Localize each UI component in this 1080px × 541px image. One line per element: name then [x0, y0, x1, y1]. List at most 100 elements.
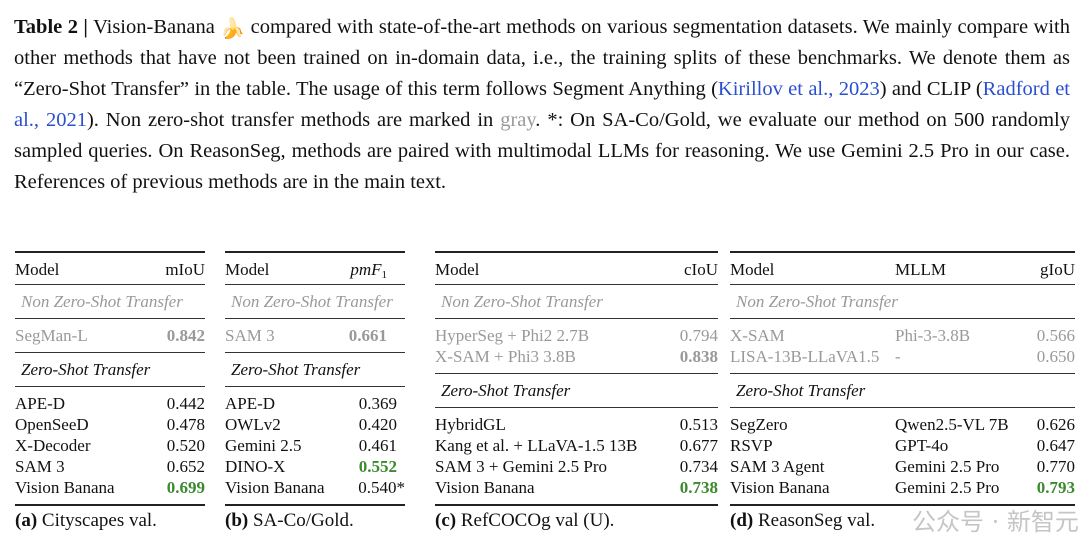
caption-text: ). Non zero-shot transfer methods are ma… [86, 109, 501, 131]
model-cell: HybridGL [435, 415, 506, 434]
subtable-title: RefCOCOg val (U). [460, 510, 615, 531]
caption-text: ) and CLIP ( [879, 78, 983, 100]
rule [225, 352, 405, 353]
mllm-cell: Gemini 2.5 Pro [895, 457, 1000, 476]
model-cell: SAM 3 [225, 326, 275, 345]
value-cell: 0.794 [679, 326, 718, 345]
model-cell: LISA-13B-LLaVA1.5 [730, 347, 880, 366]
model-cell: X-SAM + Phi3 3.8B [435, 347, 576, 366]
value-cell: 0.520 [166, 436, 205, 455]
header-row: Model MLLM gIoU [730, 253, 1075, 284]
table-row: Gemini 2.5 0.461 [225, 435, 405, 456]
model-cell: Model [435, 260, 480, 279]
value-cell: cIoU [684, 260, 718, 279]
table-row: Vision Banana 0.738 [435, 477, 718, 498]
metric-name: pmF [350, 260, 382, 279]
citation-link[interactable]: Radford et al., 2021 [14, 78, 1070, 131]
value-cell: 0.566 [1036, 326, 1075, 345]
subtable-caption: (d) ReasonSeg val. [730, 508, 1075, 534]
non-zero-shot-group: SegMan-L 0.842 [15, 319, 205, 352]
table-row: Vision Banana 0.540* [225, 477, 405, 498]
table-row: APE-D 0.369 [225, 393, 405, 414]
banana-icon: 🍌 [220, 18, 246, 40]
table-row: RSVP GPT-4o 0.647 [730, 435, 1075, 456]
value-cell: 0.699 [166, 478, 205, 497]
subtable-label: (d) [730, 510, 754, 531]
rule [225, 386, 405, 387]
rule [15, 318, 205, 319]
model-cell: X-Decoder [15, 436, 91, 455]
model-name: Vision-Banana [93, 16, 215, 38]
table-row: SAM 3 + Gemini 2.5 Pro 0.734 [435, 456, 718, 477]
model-cell: Kang et al. + LLaVA-1.5 13B [435, 436, 638, 455]
rule [730, 407, 1075, 408]
rule [435, 284, 718, 285]
subtable-title: Cityscapes val. [41, 510, 157, 531]
rule [730, 284, 1075, 285]
value-cell: gIoU [1040, 260, 1075, 279]
model-cell: SegMan-L [15, 326, 88, 345]
header-model: Model [225, 260, 270, 279]
gray-word: gray [500, 109, 536, 131]
zero-shot-group: APE-D 0.442 OpenSeeD 0.478 X-Decoder 0.520 SAM… [15, 387, 205, 504]
non-zero-shot-group: SAM 3 0.661 [225, 319, 405, 352]
model-cell: OWLv2 [225, 415, 281, 434]
value-cell: 0.540* [358, 478, 405, 497]
mllm-cell: Gemini 2.5 Pro [895, 478, 1000, 497]
table-row: SAM 3 Agent Gemini 2.5 Pro 0.770 [730, 456, 1075, 477]
rule [435, 318, 718, 319]
table-caption: Table 2 | Vision-Banana 🍌 compared with … [14, 12, 1070, 198]
mllm-cell: Phi-3-3.8B [895, 326, 971, 345]
rule [15, 352, 205, 353]
rule [730, 373, 1075, 374]
model-cell: Vision Banana [730, 478, 830, 497]
header-row: Model pmF1 [225, 253, 405, 284]
header-row: Model cIoU [435, 253, 718, 284]
value-cell: 0.442 [166, 394, 205, 413]
model-cell: Vision Banana [435, 478, 535, 497]
value-cell: 0.738 [679, 478, 718, 497]
zero-shot-group: HybridGL 0.513 Kang et al. + LLaVA-1.5 13B… [435, 408, 718, 504]
value-cell: 0.420 [358, 415, 397, 434]
model-cell: HyperSeg + Phi2 2.7B [435, 326, 590, 345]
model-cell: SAM 3 [15, 457, 65, 476]
value-cell: 0.842 [166, 326, 205, 345]
model-cell: RSVP [730, 436, 773, 455]
bottom-rule [15, 504, 205, 506]
model-cell: OpenSeeD [15, 415, 89, 434]
rule [435, 407, 718, 408]
section-zero-shot: Zero-Shot Transfer [21, 360, 151, 379]
value-cell: 0.650 [1036, 347, 1075, 366]
caption-text: compared with state-of-the-art methods o… [14, 16, 1070, 100]
table-b: Model pmF1 Non Zero-Shot Transfer SAM 3 0.66… [225, 251, 405, 534]
table-row: LISA-13B-LLaVA1.5- 0.650 [730, 346, 1075, 367]
mllm-cell: - [895, 347, 901, 366]
table-c: Model cIoU Non Zero-Shot Transfer HyperSeg … [435, 251, 718, 534]
value-cell: 0.647 [1036, 436, 1075, 455]
table-row: X-SAM Phi-3-3.8B 0.566 [730, 325, 1075, 346]
citation-link[interactable]: Kirillov et al., 2023 [717, 78, 880, 100]
table-row: OWLv2 0.420 [225, 414, 405, 435]
table-row: Vision Banana 0.699 [15, 477, 205, 498]
section-zero-shot: Zero-Shot Transfer [736, 381, 866, 400]
mllm-cell: GPT-4o [895, 436, 949, 455]
model-cell: Vision Banana [15, 478, 115, 497]
top-rule [225, 251, 405, 253]
model-cell: Model [15, 260, 60, 279]
value-cell: 0.478 [166, 415, 205, 434]
subtable-caption: (c) RefCOCOg val (U). [435, 508, 718, 534]
subtable-title: ReasonSeg val. [757, 510, 876, 531]
section-non-zero-shot: Non Zero-Shot Transfer [231, 292, 393, 311]
model-cell: Vision Banana [225, 478, 325, 497]
table-row: X-Decoder 0.520 [15, 435, 205, 456]
model-cell: APE-D [15, 394, 66, 413]
caption-text: . *: On SA-Co/Gold, we evaluate our meth… [14, 109, 1071, 193]
table-row: HyperSeg + Phi2 2.7B 0.794 [435, 325, 718, 346]
table-row: APE-D 0.442 [15, 393, 205, 414]
value-cell: 0.552 [358, 457, 397, 476]
header-metric: pmF1 [350, 253, 405, 284]
subtable-caption: (a) Cityscapes val. [15, 508, 205, 534]
table-row: HybridGL 0.513 [435, 414, 718, 435]
non-zero-shot-group: HyperSeg + Phi2 2.7B 0.794 X-SAM + Phi3 3.… [435, 319, 718, 373]
